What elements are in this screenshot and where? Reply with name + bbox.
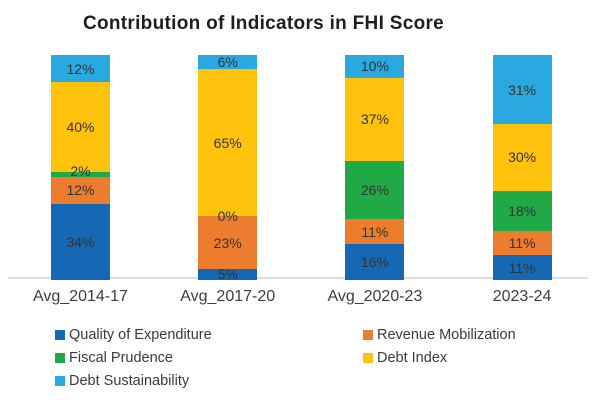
legend-swatch xyxy=(363,329,373,340)
bar-segment xyxy=(345,244,405,280)
segment-value-label: 37% xyxy=(360,111,389,128)
legend-label: Debt Index xyxy=(377,349,448,366)
legend-item-debt-sustainability: Debt Sustainability xyxy=(55,371,363,390)
segment-value-label: 12% xyxy=(66,60,95,77)
legend-swatch xyxy=(55,352,65,363)
chart-title: Contribution of Indicators in FHI Score xyxy=(82,13,445,34)
segment-value-label: 0% xyxy=(217,208,238,225)
legend-item-quality-of-expenditure: Quality of Expenditure xyxy=(55,325,363,344)
segment-value-label: 11% xyxy=(361,223,389,240)
bar-segment xyxy=(345,160,405,220)
legend-item-revenue-mobilization: Revenue Mobilization xyxy=(363,325,516,344)
legend-swatch xyxy=(55,375,65,386)
segment-value-label: 65% xyxy=(213,134,242,151)
bar-segment xyxy=(492,255,552,280)
segment-value-label: 11% xyxy=(508,259,536,276)
x-axis-label: Avg_2020-23 xyxy=(327,288,423,305)
segment-value-label: 34% xyxy=(66,233,95,250)
segment-value-label: 30% xyxy=(508,149,537,166)
x-axis-label: Avg_2014-17 xyxy=(33,288,128,305)
bar-segment xyxy=(492,124,552,191)
x-axis-baseline xyxy=(8,277,588,279)
segment-value-label: 10% xyxy=(360,58,389,75)
segment-value-label: 18% xyxy=(508,202,537,219)
bar-segment xyxy=(51,172,110,177)
segment-value-label: 2% xyxy=(70,163,91,179)
segment-value-label: 31% xyxy=(508,81,537,98)
x-axis-label: 2023-24 xyxy=(492,288,552,305)
legend-item-debt-index: Debt Index xyxy=(363,348,516,367)
segment-value-label: 11% xyxy=(508,235,536,252)
bar-segment xyxy=(51,82,110,172)
bar-segment xyxy=(345,55,405,78)
bar-segment xyxy=(51,55,110,82)
segment-value-label: 12% xyxy=(66,182,95,198)
segment-value-label: 16% xyxy=(360,254,389,270)
legend-label: Revenue Mobilization xyxy=(377,326,516,343)
legend-item-fiscal-prudence: Fiscal Prudence xyxy=(55,348,363,367)
bar-segment xyxy=(492,230,552,256)
segment-value-label: 5% xyxy=(217,266,238,283)
legend-swatch xyxy=(363,352,373,363)
bar-segment xyxy=(198,216,258,269)
bar-segment xyxy=(198,268,258,280)
bar-segment xyxy=(492,55,552,125)
segment-value-label: 40% xyxy=(66,119,95,135)
segment-value-label: 23% xyxy=(213,234,242,251)
legend-label: Debt Sustainability xyxy=(69,372,190,389)
bar-segment xyxy=(51,203,110,280)
legend: Quality of Expenditure Revenue Mobilizati… xyxy=(55,325,516,390)
bar-segment xyxy=(198,55,258,69)
bar-segment xyxy=(51,176,110,204)
legend-label: Fiscal Prudence xyxy=(69,349,173,366)
bar-segment xyxy=(492,190,552,231)
segment-value-label: 6% xyxy=(217,53,238,70)
legend-label: Quality of Expenditure xyxy=(69,326,212,343)
bar-segment xyxy=(345,77,405,161)
legend-swatch xyxy=(55,329,65,340)
bar-segment xyxy=(198,68,258,217)
x-axis-label: Avg_2017-20 xyxy=(180,288,276,305)
segment-value-label: 26% xyxy=(360,182,389,198)
bar-segment xyxy=(345,219,405,244)
